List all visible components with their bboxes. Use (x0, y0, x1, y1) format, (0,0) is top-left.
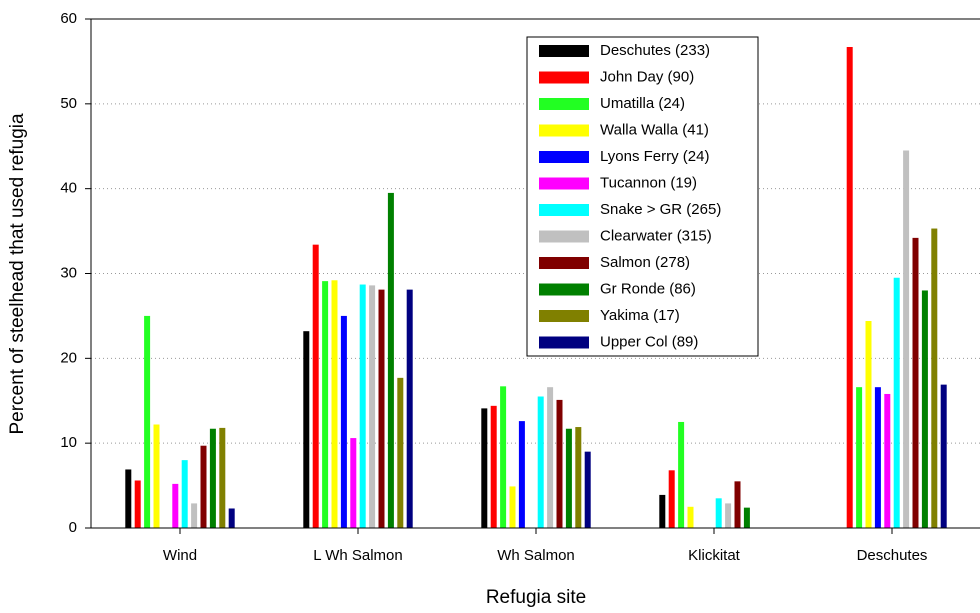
bar (575, 427, 582, 528)
bar (509, 486, 516, 528)
y-tick-label: 0 (69, 519, 77, 536)
legend-swatch (539, 151, 589, 163)
bar (219, 427, 226, 528)
bar (378, 289, 385, 528)
legend-label: John Day (90) (600, 68, 694, 85)
bar (856, 387, 863, 528)
bar (725, 503, 732, 528)
bar (518, 421, 525, 528)
bar (200, 445, 207, 528)
y-tick-label: 50 (60, 95, 77, 112)
bar (181, 460, 188, 528)
bar (191, 503, 198, 528)
bar (397, 377, 404, 528)
x-axis-title: Refugia site (486, 587, 586, 608)
bar (687, 506, 694, 528)
y-tick-label: 10 (60, 434, 77, 451)
bar (490, 405, 497, 528)
bar (340, 315, 347, 528)
bar (359, 284, 366, 528)
legend-swatch (539, 177, 589, 190)
bar (134, 480, 141, 528)
bar (331, 280, 338, 528)
bar (940, 384, 947, 528)
bar (715, 498, 722, 528)
bar (931, 228, 938, 528)
bar (743, 507, 750, 528)
y-tick-label: 60 (60, 10, 77, 27)
legend-label: Deschutes (233) (600, 42, 710, 59)
bar (846, 46, 853, 529)
x-tick-label: Deschutes (857, 547, 928, 564)
x-tick-label: Klickitat (688, 547, 741, 564)
legend-swatch (539, 283, 589, 296)
bar (565, 428, 572, 528)
bar (678, 421, 685, 528)
bar (865, 321, 872, 528)
bar (312, 244, 319, 528)
bar (209, 428, 216, 528)
bar (903, 150, 910, 528)
y-axis-title: Percent of steelhead that used refugia (7, 113, 28, 435)
bar (369, 285, 376, 528)
y-tick-label: 20 (60, 349, 77, 366)
bar (547, 387, 554, 528)
legend-swatch (539, 257, 589, 269)
y-tick-label: 30 (60, 264, 77, 281)
x-tick-label: L Wh Salmon (313, 547, 402, 564)
legend-swatch (539, 336, 589, 349)
legend-label: Yakima (17) (600, 307, 680, 324)
bar (125, 469, 132, 528)
bar (734, 481, 741, 528)
bar (387, 192, 394, 529)
legend-label: Gr Ronde (86) (600, 280, 696, 297)
bar (500, 386, 507, 528)
legend-swatch (539, 98, 589, 110)
bar (668, 470, 675, 528)
bar (144, 315, 151, 528)
legend-swatch (539, 230, 589, 243)
legend-label: Lyons Ferry (24) (600, 148, 709, 165)
bar (884, 393, 891, 528)
bar (172, 483, 179, 528)
bar (322, 281, 329, 528)
bar (921, 290, 928, 528)
legend-label: Umatilla (24) (600, 95, 685, 112)
bar (912, 237, 919, 528)
legend-label: Clearwater (315) (600, 227, 712, 244)
bar (481, 408, 488, 528)
legend-box (526, 36, 759, 357)
legend-swatch (539, 45, 589, 57)
bar (228, 508, 235, 528)
bar (153, 424, 160, 528)
legend-swatch (539, 124, 589, 137)
legend-swatch (539, 310, 589, 322)
legend-label: Upper Col (89) (600, 333, 698, 350)
bar (556, 399, 563, 528)
x-tick-label: Wh Salmon (497, 547, 575, 564)
bar (659, 494, 666, 528)
legend-label: Tucannon (19) (600, 174, 697, 191)
bar (893, 277, 900, 528)
bar (350, 438, 357, 528)
legend-label: Salmon (278) (600, 254, 690, 271)
y-tick-label: 40 (60, 180, 77, 197)
bar (584, 451, 591, 528)
legend-label: Snake > GR (265) (600, 201, 721, 218)
bar (537, 396, 544, 528)
x-tick-label: Wind (163, 547, 197, 564)
bar (406, 289, 413, 528)
legend-swatch (539, 204, 589, 216)
legend-label: Walla Walla (41) (600, 121, 709, 138)
bar (303, 331, 310, 528)
bar (874, 387, 881, 528)
legend-swatch (539, 71, 589, 84)
